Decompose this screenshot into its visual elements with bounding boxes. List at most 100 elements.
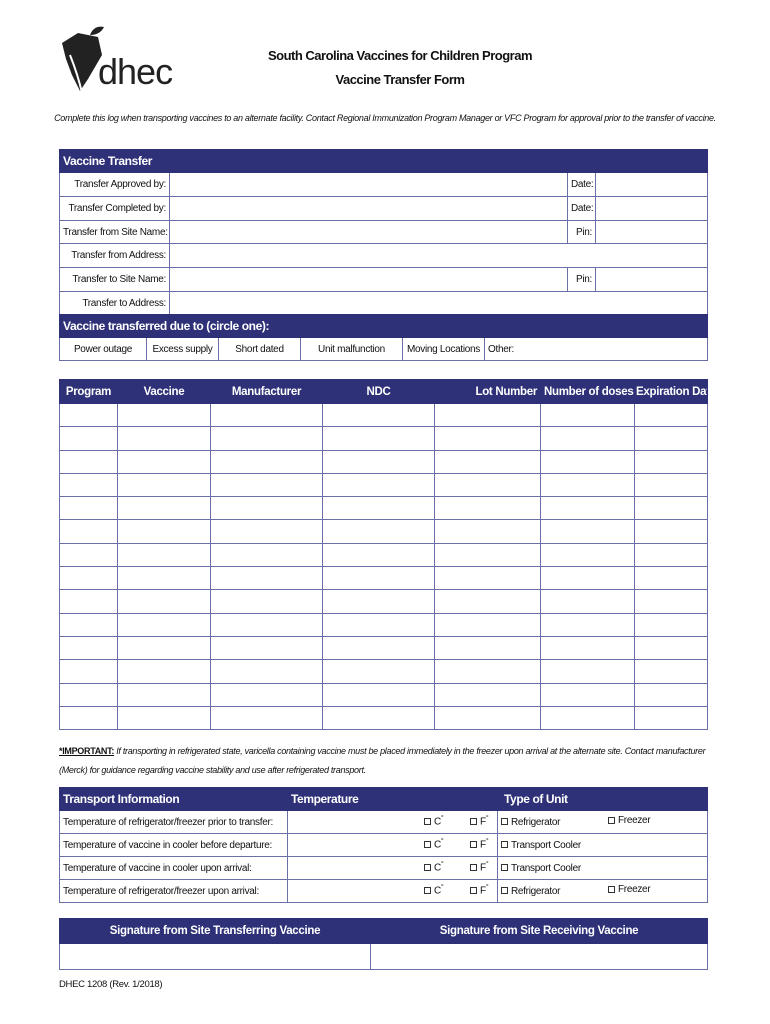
fahrenheit-checkbox[interactable]: F° — [470, 815, 489, 827]
manufacturer-cell[interactable] — [210, 705, 323, 731]
doses-cell[interactable] — [540, 705, 635, 731]
expiration-date-cell[interactable] — [634, 426, 708, 451]
lot-number-cell[interactable] — [434, 566, 541, 591]
lot-number-cell[interactable] — [434, 542, 541, 568]
manufacturer-cell[interactable] — [210, 402, 323, 428]
vaccine-cell[interactable] — [117, 402, 211, 428]
vaccine-cell[interactable] — [117, 566, 211, 591]
expiration-date-cell[interactable] — [634, 449, 708, 474]
vaccine-cell[interactable] — [117, 682, 211, 707]
temperature-input[interactable]: C° F° — [287, 810, 498, 834]
program-cell[interactable] — [59, 519, 118, 544]
doses-cell[interactable] — [540, 566, 635, 591]
ndc-cell[interactable] — [322, 635, 435, 661]
to-site-name-input[interactable] — [169, 267, 568, 292]
manufacturer-cell[interactable] — [210, 519, 323, 544]
unit-option-1[interactable]: Refrigerator — [501, 886, 561, 897]
ndc-cell[interactable] — [322, 449, 435, 474]
completed-date-input[interactable] — [595, 196, 708, 221]
reason-unit-malfunction[interactable]: Unit malfunction — [300, 337, 403, 361]
lot-number-cell[interactable] — [434, 682, 541, 707]
transferring-signature-field[interactable] — [59, 943, 371, 970]
ndc-cell[interactable] — [322, 519, 435, 544]
manufacturer-cell[interactable] — [210, 635, 323, 661]
ndc-cell[interactable] — [322, 612, 435, 637]
program-cell[interactable] — [59, 566, 118, 591]
program-cell[interactable] — [59, 449, 118, 474]
program-cell[interactable] — [59, 472, 118, 498]
manufacturer-cell[interactable] — [210, 659, 323, 684]
expiration-date-cell[interactable] — [634, 705, 708, 731]
lot-number-cell[interactable] — [434, 496, 541, 521]
manufacturer-cell[interactable] — [210, 542, 323, 568]
manufacturer-cell[interactable] — [210, 682, 323, 707]
manufacturer-cell[interactable] — [210, 496, 323, 521]
completed-by-input[interactable] — [169, 196, 568, 221]
expiration-date-cell[interactable] — [634, 659, 708, 684]
from-pin-input[interactable] — [595, 220, 708, 244]
reason-excess-supply[interactable]: Excess supply — [146, 337, 219, 361]
fahrenheit-checkbox[interactable]: F° — [470, 861, 489, 873]
program-cell[interactable] — [59, 426, 118, 451]
expiration-date-cell[interactable] — [634, 635, 708, 661]
reason-power-outage[interactable]: Power outage — [59, 337, 147, 361]
lot-number-cell[interactable] — [434, 449, 541, 474]
receiving-signature-field[interactable] — [370, 943, 708, 970]
manufacturer-cell[interactable] — [210, 612, 323, 637]
ndc-cell[interactable] — [322, 705, 435, 731]
unit-option-2[interactable]: Freezer — [608, 884, 651, 895]
lot-number-cell[interactable] — [434, 519, 541, 544]
expiration-date-cell[interactable] — [634, 542, 708, 568]
ndc-cell[interactable] — [322, 402, 435, 428]
expiration-date-cell[interactable] — [634, 402, 708, 428]
manufacturer-cell[interactable] — [210, 426, 323, 451]
temperature-input[interactable]: C° F° — [287, 856, 498, 880]
doses-cell[interactable] — [540, 449, 635, 474]
vaccine-cell[interactable] — [117, 472, 211, 498]
doses-cell[interactable] — [540, 402, 635, 428]
lot-number-cell[interactable] — [434, 472, 541, 498]
doses-cell[interactable] — [540, 659, 635, 684]
expiration-date-cell[interactable] — [634, 589, 708, 614]
from-site-name-input[interactable] — [169, 220, 568, 244]
ndc-cell[interactable] — [322, 659, 435, 684]
reason-other[interactable]: Other: — [483, 337, 709, 361]
lot-number-cell[interactable] — [434, 402, 541, 428]
program-cell[interactable] — [59, 659, 118, 684]
doses-cell[interactable] — [540, 682, 635, 707]
program-cell[interactable] — [59, 542, 118, 568]
fahrenheit-checkbox[interactable]: F° — [470, 838, 489, 850]
program-cell[interactable] — [59, 402, 118, 428]
program-cell[interactable] — [59, 589, 118, 614]
unit-option-2[interactable]: Freezer — [608, 815, 651, 826]
vaccine-cell[interactable] — [117, 589, 211, 614]
vaccine-cell[interactable] — [117, 496, 211, 521]
reason-short-dated[interactable]: Short dated — [218, 337, 301, 361]
lot-number-cell[interactable] — [434, 612, 541, 637]
program-cell[interactable] — [59, 682, 118, 707]
program-cell[interactable] — [59, 496, 118, 521]
manufacturer-cell[interactable] — [210, 566, 323, 591]
to-pin-input[interactable] — [595, 267, 708, 292]
lot-number-cell[interactable] — [434, 635, 541, 661]
ndc-cell[interactable] — [322, 589, 435, 614]
vaccine-cell[interactable] — [117, 519, 211, 544]
temperature-input[interactable]: C° F° — [287, 879, 498, 903]
doses-cell[interactable] — [540, 496, 635, 521]
doses-cell[interactable] — [540, 472, 635, 498]
manufacturer-cell[interactable] — [210, 449, 323, 474]
unit-option-1[interactable]: Transport Cooler — [501, 840, 581, 851]
vaccine-cell[interactable] — [117, 635, 211, 661]
doses-cell[interactable] — [540, 426, 635, 451]
ndc-cell[interactable] — [322, 682, 435, 707]
celsius-checkbox[interactable]: C° — [424, 815, 444, 827]
celsius-checkbox[interactable]: C° — [424, 884, 444, 896]
ndc-cell[interactable] — [322, 496, 435, 521]
program-cell[interactable] — [59, 705, 118, 731]
manufacturer-cell[interactable] — [210, 589, 323, 614]
expiration-date-cell[interactable] — [634, 612, 708, 637]
vaccine-cell[interactable] — [117, 426, 211, 451]
reason-moving-locations[interactable]: Moving Locations — [402, 337, 485, 361]
manufacturer-cell[interactable] — [210, 472, 323, 498]
ndc-cell[interactable] — [322, 472, 435, 498]
